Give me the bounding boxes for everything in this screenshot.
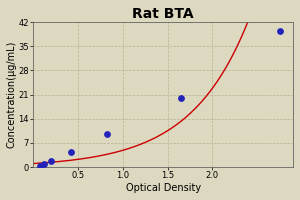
X-axis label: Optical Density: Optical Density <box>125 183 201 193</box>
Point <box>38 164 43 168</box>
Point <box>41 163 46 166</box>
Point <box>49 159 53 162</box>
Title: Rat BTA: Rat BTA <box>132 7 194 21</box>
Y-axis label: Concentration(μg/mL): Concentration(μg/mL) <box>7 41 17 148</box>
Point <box>104 133 109 136</box>
Point <box>68 150 73 153</box>
Point <box>277 29 282 32</box>
Point <box>178 96 183 100</box>
